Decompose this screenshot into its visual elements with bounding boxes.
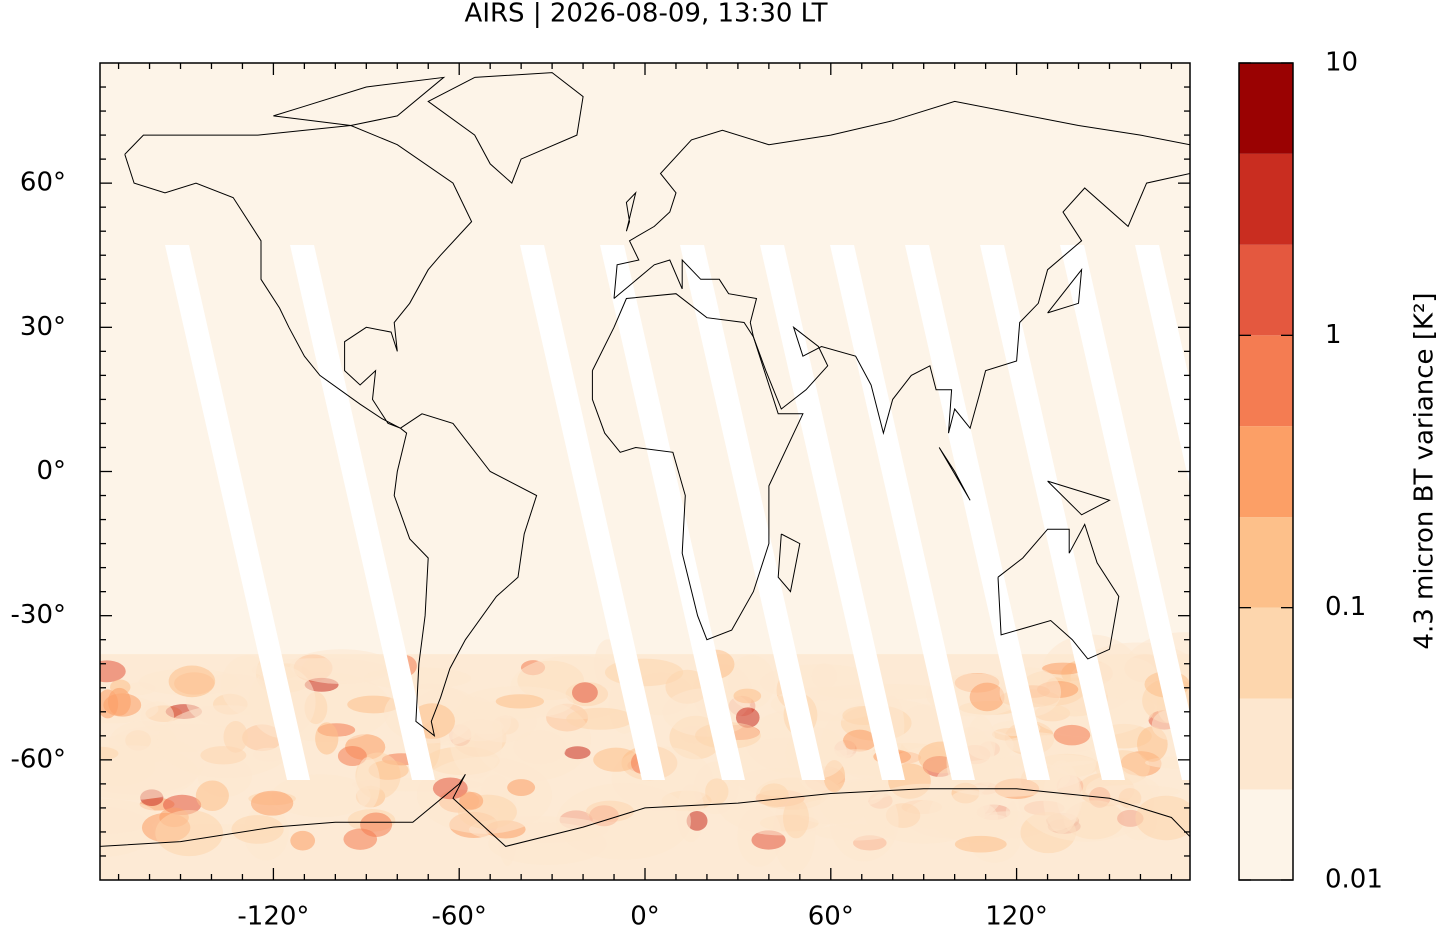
coastline xyxy=(273,76,446,126)
swath-gap xyxy=(980,245,1125,780)
field-blob xyxy=(811,663,838,689)
field-blob xyxy=(100,660,126,683)
colorbar-band xyxy=(1239,244,1293,336)
y-tick-label: 0° xyxy=(36,456,66,486)
field-blob xyxy=(593,747,639,772)
coastline xyxy=(997,523,1120,660)
field-blob xyxy=(107,687,131,716)
x-tick-label: -120° xyxy=(237,902,309,930)
field-blob xyxy=(250,790,294,816)
x-tick-label: 120° xyxy=(985,902,1048,930)
x-tick-label: 0° xyxy=(630,902,660,930)
field-blob xyxy=(100,798,158,834)
field-blob xyxy=(459,791,484,810)
field-blob xyxy=(759,783,789,808)
field-blob xyxy=(814,824,895,841)
field-blob xyxy=(842,729,877,752)
field-blob xyxy=(495,694,544,709)
colorbar-band xyxy=(1239,517,1293,608)
colorbar-tick-label: 1 xyxy=(1325,320,1342,350)
x-tick-label: -60° xyxy=(431,902,486,930)
coastline xyxy=(625,191,637,232)
colorbar-band xyxy=(1239,607,1293,699)
field-blob xyxy=(315,722,339,755)
field-blob xyxy=(195,780,229,812)
coastline xyxy=(938,447,971,501)
colorbar-tick-label: 0.1 xyxy=(1325,592,1366,622)
field-blob xyxy=(1135,795,1190,841)
field-blob xyxy=(343,828,378,850)
field-blob xyxy=(513,730,567,765)
coastline xyxy=(591,293,804,641)
coastline xyxy=(1047,268,1083,314)
swath-gap xyxy=(165,245,310,780)
swath-gap xyxy=(680,245,825,780)
colorbar-band xyxy=(1239,698,1293,790)
field-blob xyxy=(1042,662,1084,675)
coastline xyxy=(1047,480,1111,516)
field-blob xyxy=(337,746,367,766)
coastline xyxy=(777,533,801,593)
swath-gap xyxy=(905,245,1050,780)
field-blob xyxy=(155,809,224,857)
coastline xyxy=(100,774,1190,847)
y-tick-label: 60° xyxy=(20,168,66,198)
swath-gap xyxy=(830,245,975,780)
field-blob xyxy=(556,783,691,860)
field-blob xyxy=(686,811,708,831)
colorbar-band xyxy=(1239,153,1293,245)
swath-gap xyxy=(600,245,745,780)
field-blob xyxy=(966,715,996,772)
colorbar-label: 4.3 micron BT variance [K²] xyxy=(1410,292,1440,649)
colorbar-frame xyxy=(1238,62,1294,881)
axes: -120° -60° 0° 60° 120° 60° 30° 0° -30° -60° xyxy=(11,63,1190,930)
colorbar-band xyxy=(1239,63,1293,154)
swath-gap xyxy=(290,245,435,780)
map-area xyxy=(100,63,1190,880)
field-blob xyxy=(507,779,536,796)
field-blob xyxy=(969,682,1005,712)
y-tick-label: -30° xyxy=(11,600,66,630)
swath-gap xyxy=(1135,245,1190,487)
field-blob xyxy=(564,746,591,760)
field-blob xyxy=(1053,724,1091,746)
field-blob xyxy=(566,707,634,730)
swath-gap xyxy=(1060,245,1190,780)
field-blob xyxy=(290,830,316,851)
coastline xyxy=(613,100,1190,436)
field-blob xyxy=(782,797,810,839)
map-title: AIRS | 2026-08-09, 13:30 LT xyxy=(465,0,828,29)
x-tick-label: 60° xyxy=(808,902,854,930)
swath-gap xyxy=(520,245,665,780)
field-blob xyxy=(735,707,760,728)
colorbar: 0.01 0.1 1 10 xyxy=(1238,48,1383,895)
colorbar-band xyxy=(1239,426,1293,518)
field-blob xyxy=(355,757,380,810)
y-tick-label: -60° xyxy=(11,744,66,774)
field-blob xyxy=(100,746,119,761)
colorbar-band xyxy=(1239,335,1293,427)
colorbar-band xyxy=(1239,789,1293,880)
coastline xyxy=(393,413,538,738)
field-blob xyxy=(168,665,216,698)
colorbar-tick-label: 0.01 xyxy=(1325,865,1383,895)
field-blob xyxy=(733,688,762,704)
swath-gap xyxy=(760,245,905,780)
field-blob xyxy=(571,682,598,703)
coastline xyxy=(124,124,473,429)
field-blob xyxy=(954,835,1007,853)
field-blob xyxy=(840,780,885,806)
y-tick-label: 30° xyxy=(20,312,66,342)
field-blob xyxy=(947,789,990,819)
field-blob xyxy=(705,778,729,805)
colorbar-tick-label: 10 xyxy=(1325,48,1358,78)
field-blob xyxy=(271,774,371,818)
coastline xyxy=(427,72,584,184)
field-blob xyxy=(432,777,468,800)
